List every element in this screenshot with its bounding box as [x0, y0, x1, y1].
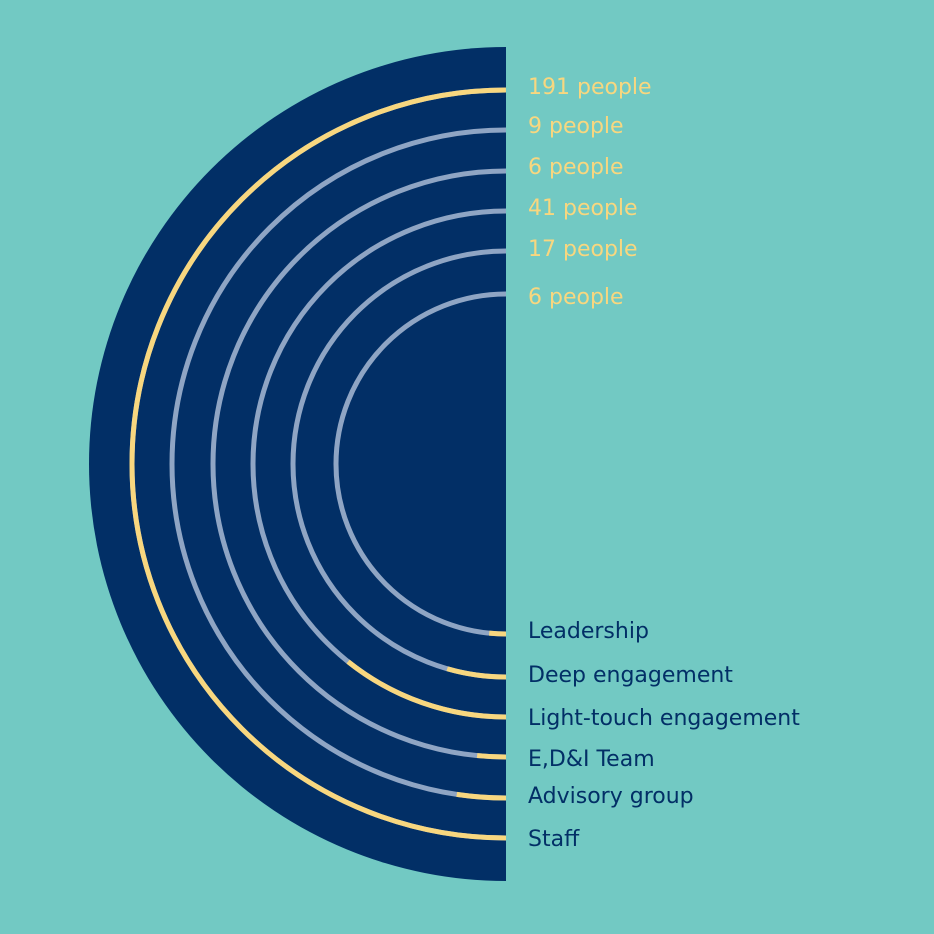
- category-label-leadership: Leadership: [528, 619, 649, 644]
- category-label-light-touch-engagement: Light-touch engagement: [528, 706, 800, 731]
- track-advisory-group: [169, 127, 507, 801]
- half-disc-background: [89, 47, 506, 881]
- label-group: 191 people Staff 9 people Advisory group 6 p…: [528, 75, 800, 852]
- bar-light-touch-engagement: [346, 659, 507, 720]
- category-label-staff: Staff: [528, 827, 580, 852]
- count-label-leadership: 6 people: [528, 285, 624, 310]
- category-label-advisory-group: Advisory group: [528, 784, 694, 809]
- track-e-d-i-team: [210, 168, 507, 760]
- bar-deep-engagement: [446, 666, 507, 680]
- count-label-advisory-group: 9 people: [528, 114, 624, 139]
- count-label-light-touch-engagement: 41 people: [528, 196, 638, 221]
- bar-advisory-group: [456, 791, 507, 801]
- track-leadership: [333, 291, 507, 637]
- count-label-staff: 191 people: [528, 75, 652, 100]
- category-label-e-d-i-team: E,D&I Team: [528, 747, 655, 772]
- track-deep-engagement: [290, 248, 507, 680]
- ring-group: [129, 87, 507, 841]
- count-label-deep-engagement: 17 people: [528, 237, 638, 262]
- bar-e-d-i-team: [476, 753, 507, 760]
- category-label-deep-engagement: Deep engagement: [528, 663, 733, 688]
- count-label-e-d-i-team: 6 people: [528, 155, 624, 180]
- bar-staff: [129, 87, 507, 841]
- bar-leadership: [489, 630, 507, 637]
